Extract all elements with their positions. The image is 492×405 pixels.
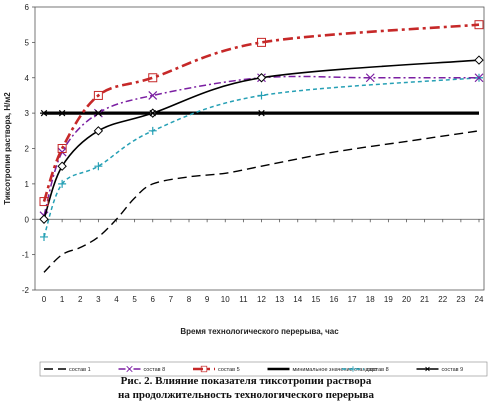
legend-label-6: состав 9 bbox=[442, 367, 464, 373]
y-tick-label: 5 bbox=[25, 38, 30, 47]
star-marker bbox=[40, 109, 48, 117]
x-tick-label: 13 bbox=[275, 295, 284, 304]
x-tick-label: 0 bbox=[42, 295, 47, 304]
y-tick-label: 4 bbox=[25, 74, 30, 83]
plus-marker bbox=[58, 179, 67, 188]
star-marker bbox=[58, 109, 67, 117]
y-tick-label: -2 bbox=[22, 286, 30, 295]
y-tick-label: 6 bbox=[25, 3, 30, 12]
legend-label-5: состав 8 bbox=[367, 367, 389, 373]
x-tick-label: 6 bbox=[151, 295, 156, 304]
x-tick-label: 3 bbox=[96, 295, 101, 304]
x-tick-label: 4 bbox=[114, 295, 119, 304]
plus-marker bbox=[350, 366, 356, 372]
x-tick-label: 16 bbox=[330, 295, 339, 304]
square-marker bbox=[257, 37, 266, 47]
square-marker bbox=[200, 365, 208, 373]
legend-label-2: состав 8 bbox=[144, 367, 166, 373]
x-tick-label: 10 bbox=[221, 295, 230, 304]
diamond-marker bbox=[474, 55, 484, 65]
x-tick-label: 19 bbox=[384, 295, 393, 304]
y-tick-label: 0 bbox=[25, 215, 30, 224]
x-marker bbox=[365, 73, 375, 83]
plus-marker bbox=[40, 232, 48, 241]
x-tick-label: 24 bbox=[475, 295, 484, 304]
square-marker bbox=[93, 90, 103, 100]
plus-marker bbox=[257, 91, 266, 100]
series-line-6 bbox=[43, 59, 480, 220]
x-marker bbox=[148, 91, 158, 100]
x-tick-label: 20 bbox=[402, 295, 411, 304]
star-marker bbox=[148, 109, 157, 117]
y-tick-label: 3 bbox=[25, 109, 30, 118]
x-tick-label: 9 bbox=[205, 295, 210, 304]
legend-marker-group bbox=[126, 365, 133, 373]
x-tick-label: 8 bbox=[187, 295, 192, 304]
series-group bbox=[39, 20, 484, 273]
figure-caption-line-2: на продолжительность технологического пе… bbox=[118, 389, 374, 401]
star-marker bbox=[257, 109, 266, 117]
x-marker bbox=[474, 73, 484, 83]
square-marker bbox=[39, 197, 49, 207]
y-tick-label: 2 bbox=[25, 145, 30, 154]
square-marker bbox=[474, 20, 484, 30]
x-tick-label: 23 bbox=[456, 295, 465, 304]
plot-frame bbox=[34, 6, 485, 291]
plus-marker bbox=[94, 162, 103, 171]
x-tick-label: 5 bbox=[132, 295, 137, 304]
x-tick-label: 7 bbox=[169, 295, 174, 304]
x-tick-label: 2 bbox=[78, 295, 83, 304]
square-marker bbox=[57, 144, 67, 153]
x-marker bbox=[126, 365, 133, 373]
plus-marker bbox=[148, 126, 157, 135]
x-tick-label: 1 bbox=[60, 295, 65, 304]
legend-label-1: состав 1 bbox=[69, 367, 91, 373]
x-tick-label: 21 bbox=[420, 295, 429, 304]
x-tick-label: 15 bbox=[311, 295, 320, 304]
x-tick-label: 11 bbox=[239, 295, 248, 304]
legend-frame bbox=[39, 361, 488, 377]
y-tick-label: 1 bbox=[25, 180, 30, 189]
x-tick-label: 22 bbox=[438, 295, 447, 304]
legend-marker-group bbox=[350, 366, 356, 372]
star-marker bbox=[94, 109, 103, 117]
legend-label-4: минимальное значение стандарт bbox=[293, 367, 378, 373]
square-marker bbox=[148, 73, 158, 83]
x-tick-label: 12 bbox=[257, 295, 266, 304]
legend-label-3: состав 5 bbox=[218, 367, 240, 373]
diamond-marker bbox=[39, 214, 49, 224]
legend: состав 1 состав 8 состав 5 минимальное знач… bbox=[39, 361, 488, 377]
legend-marker-group bbox=[424, 366, 431, 372]
figure-caption-line-1: Рис. 2. Влияние показателя тиксотропии р… bbox=[120, 375, 372, 387]
x-tick-label: 14 bbox=[293, 295, 302, 304]
diamond-marker bbox=[256, 73, 267, 83]
y-tick-label: -1 bbox=[22, 251, 30, 260]
x-axis-label: Время технологического перерыва, час bbox=[180, 327, 339, 336]
y-axis-label: Тиксотропия раствора, Н/м2 bbox=[3, 92, 12, 205]
series-line-3 bbox=[42, 23, 480, 202]
series-line-5 bbox=[43, 77, 480, 238]
diamond-marker bbox=[57, 161, 67, 171]
legend-marker-group bbox=[200, 365, 208, 373]
series-line-1 bbox=[43, 130, 480, 273]
x-tick-label: 18 bbox=[366, 295, 375, 304]
x-tick-label: 17 bbox=[348, 295, 357, 304]
star-marker bbox=[424, 366, 431, 372]
diamond-marker bbox=[93, 126, 104, 136]
